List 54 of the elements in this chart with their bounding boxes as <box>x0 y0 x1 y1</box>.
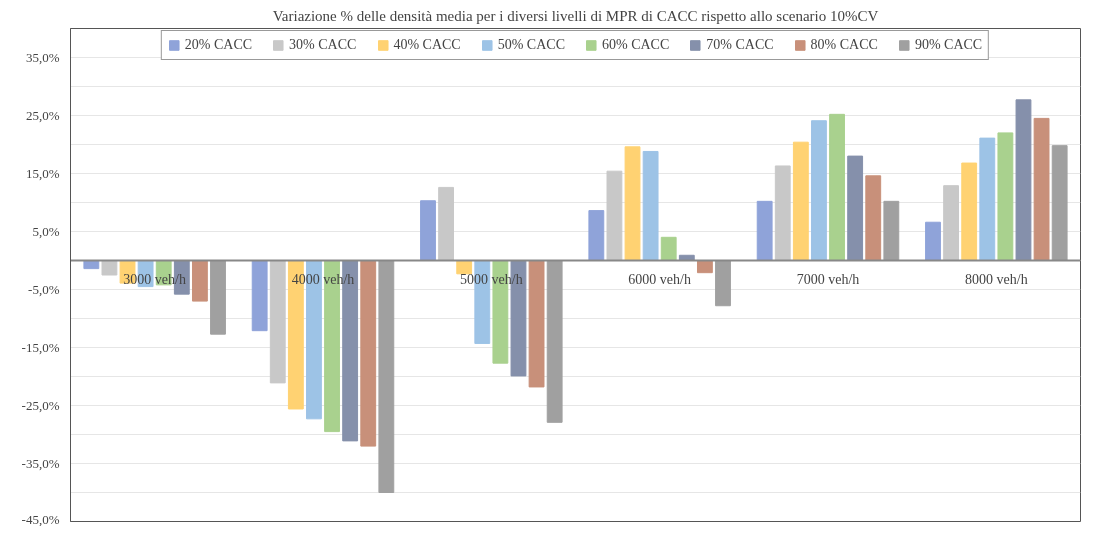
y-tick-label: 15,0% <box>25 166 60 181</box>
bar <box>1051 145 1068 261</box>
legend-label: 50% CACC <box>497 37 565 53</box>
bar <box>360 260 377 447</box>
bar <box>606 170 623 261</box>
bar <box>546 260 563 423</box>
bar <box>997 132 1014 261</box>
bar <box>420 200 436 261</box>
bar <box>378 260 395 493</box>
y-tick-label: 25,0% <box>25 108 60 123</box>
bar <box>715 260 731 307</box>
bar <box>774 165 791 261</box>
bar <box>811 120 827 261</box>
chart-title: Variazione % delle densità media per i diversi livelli di MPR di CACC rispetto allo scenario 10%CV <box>272 7 879 24</box>
x-tick-label: 8000 veh/h <box>965 271 1028 287</box>
legend-label: 20% CACC <box>184 37 253 53</box>
bar <box>792 141 809 261</box>
bar <box>756 200 773 261</box>
x-tick-label: 6000 veh/h <box>628 271 691 287</box>
legend-label: 30% CACC <box>289 37 357 53</box>
bar <box>865 175 882 261</box>
bar <box>528 260 545 388</box>
legend-label: 60% CACC <box>602 37 670 53</box>
bar <box>1015 99 1032 261</box>
y-tick-label: 5,0% <box>32 224 60 239</box>
bar <box>438 186 455 261</box>
legend-label: 40% CACC <box>393 37 461 53</box>
y-tick-label: -5,0% <box>28 282 60 297</box>
y-tick-label: -25,0% <box>21 398 60 413</box>
legend-label: 90% CACC <box>914 37 983 53</box>
bar <box>191 260 208 302</box>
bar <box>101 260 118 276</box>
y-tick-label: -45,0% <box>21 511 60 527</box>
bar <box>925 221 941 261</box>
bar <box>883 200 900 261</box>
y-tick-label: 35,0% <box>25 50 60 65</box>
bar <box>269 260 286 384</box>
bar <box>961 162 978 261</box>
legend-label: 80% CACC <box>810 37 878 53</box>
bar <box>588 210 605 261</box>
x-tick-label: 7000 veh/h <box>796 271 860 287</box>
bar <box>829 113 845 261</box>
bar <box>847 155 864 261</box>
y-tick-label: -15,0% <box>21 340 60 355</box>
bar <box>624 146 641 261</box>
bar <box>251 260 268 332</box>
bar <box>210 260 226 335</box>
bar <box>943 185 960 261</box>
bar <box>979 137 996 261</box>
bar <box>660 236 677 261</box>
y-tick-label: -35,0% <box>21 456 60 471</box>
bar <box>642 150 659 261</box>
bar <box>1033 117 1050 261</box>
legend-label: 70% CACC <box>706 37 774 53</box>
